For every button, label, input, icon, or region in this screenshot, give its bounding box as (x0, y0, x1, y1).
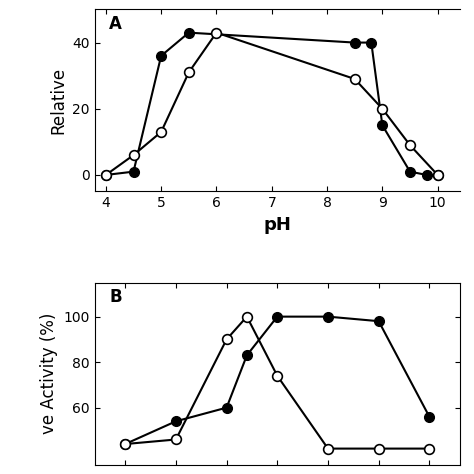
Y-axis label: Relative: Relative (49, 67, 67, 134)
X-axis label: pH: pH (264, 216, 291, 234)
Text: B: B (109, 288, 122, 306)
Text: A: A (109, 15, 122, 33)
Y-axis label: ve Activity (%): ve Activity (%) (40, 313, 58, 434)
